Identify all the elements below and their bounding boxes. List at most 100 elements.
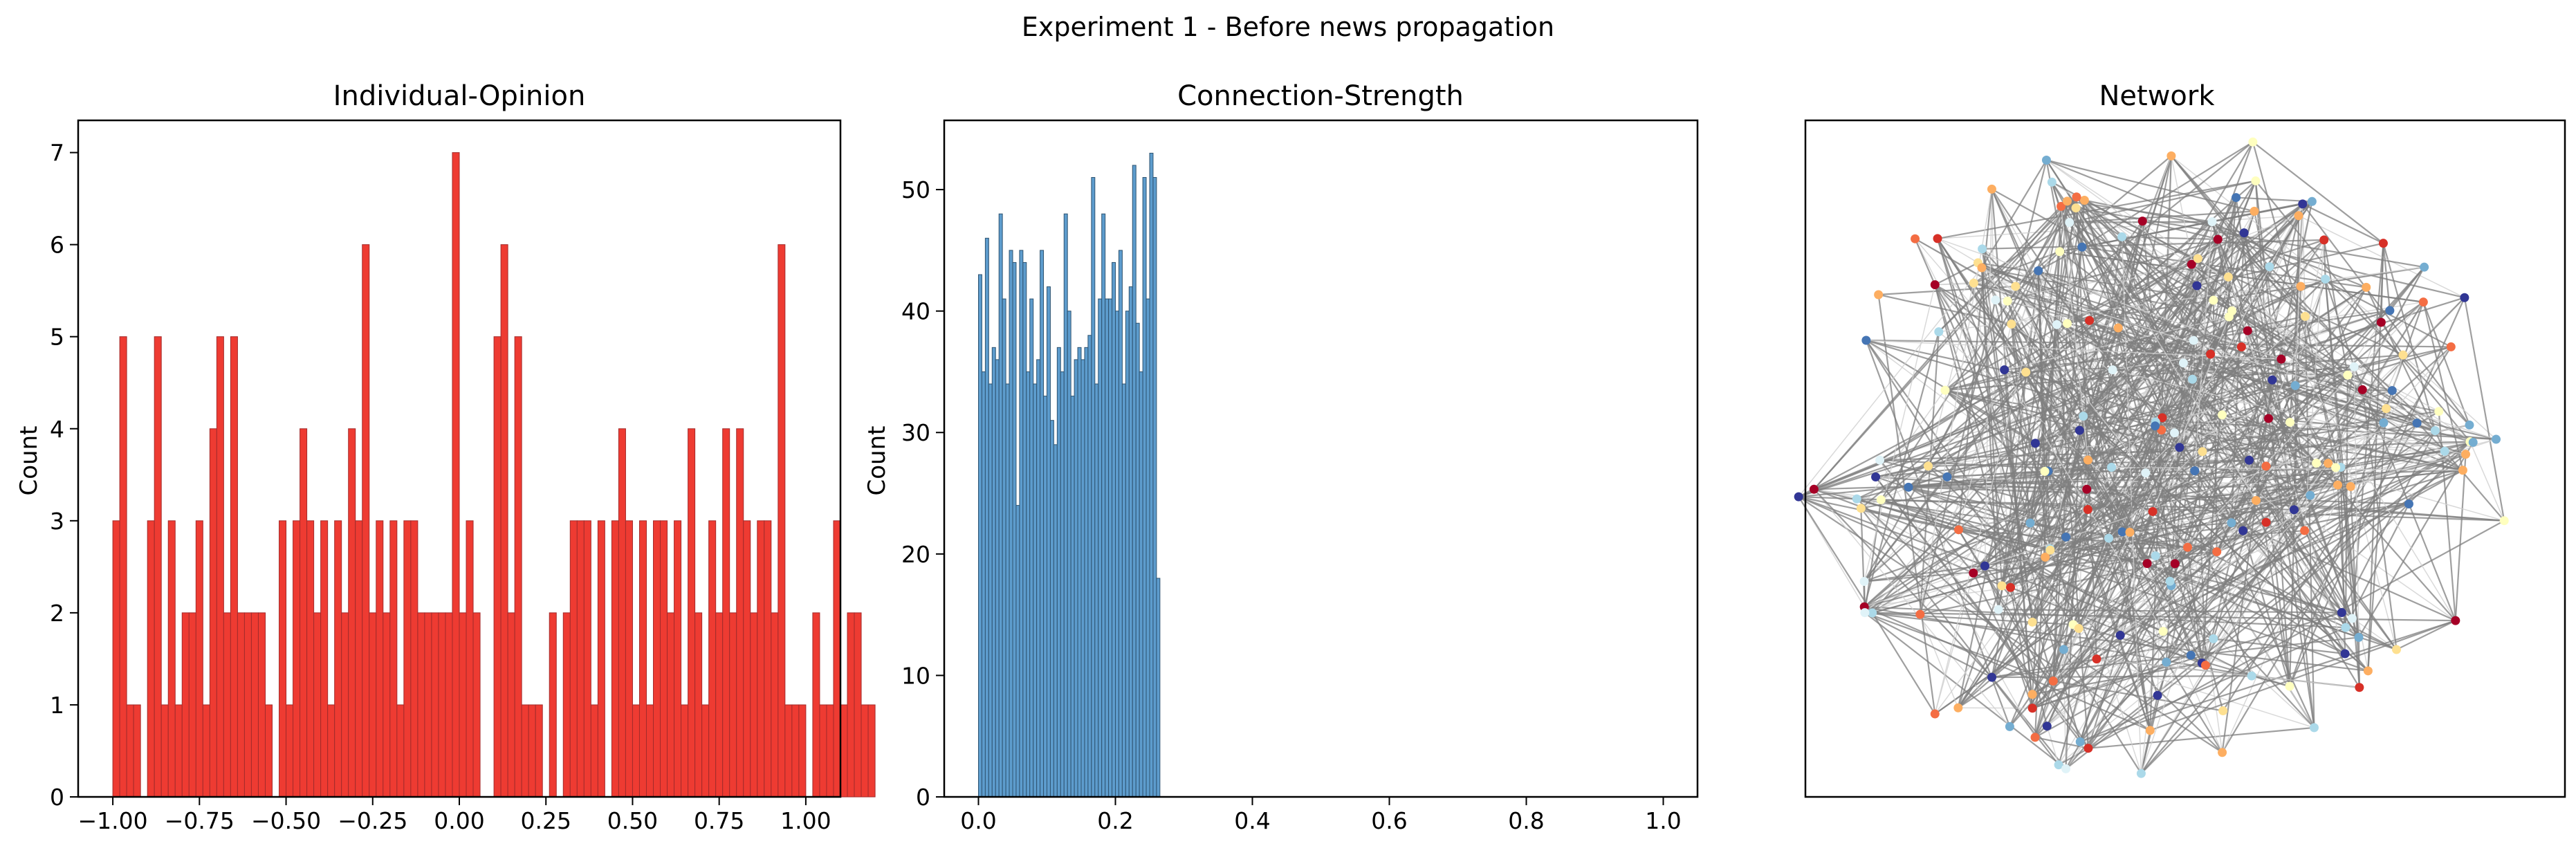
network-edge xyxy=(2052,302,2424,682)
histogram-bar xyxy=(632,704,640,798)
network-node xyxy=(2141,468,2151,478)
histogram-bar xyxy=(1019,250,1024,798)
panel-1-ticks: −1.00 −0.75 −0.50 −0.25 0.00 0.25 0.50 0.75 1.00… xyxy=(50,140,831,834)
panel-3-title: Network xyxy=(2099,80,2215,112)
network-node xyxy=(1978,244,1987,254)
network-node xyxy=(2061,764,2071,773)
network-node xyxy=(1911,234,1920,243)
y-tick-label: 6 xyxy=(50,232,64,259)
histogram-bar xyxy=(854,612,862,798)
histogram-bar xyxy=(1060,371,1065,798)
network-node xyxy=(2048,677,2058,686)
network-edge xyxy=(2382,243,2436,431)
histogram-bar xyxy=(995,359,1000,798)
network-edge xyxy=(1798,327,2119,498)
network-node xyxy=(2223,272,2233,282)
network-node xyxy=(2465,420,2474,430)
y-tick-label: 1 xyxy=(50,692,64,719)
network-edge xyxy=(2065,430,2081,769)
histogram-bar xyxy=(1152,177,1157,798)
network-node xyxy=(2378,239,2388,248)
histogram-bar xyxy=(1084,347,1089,798)
histogram-bar xyxy=(764,520,772,798)
histogram-bar xyxy=(984,237,989,798)
network-edge xyxy=(2402,354,2496,440)
network-edge xyxy=(2353,366,2456,621)
network-node xyxy=(2300,311,2310,321)
network-edge xyxy=(1866,339,2175,434)
panel-2-title: Connection-Strength xyxy=(1177,80,1464,112)
network-node xyxy=(2192,281,2202,291)
network-edge xyxy=(1864,606,2151,731)
network-edge xyxy=(1864,196,2077,582)
network-edge xyxy=(1864,284,1936,582)
histogram-bar xyxy=(320,520,329,798)
x-tick-label: 0.6 xyxy=(1371,807,1407,834)
network-edge xyxy=(2037,270,2346,654)
histogram-bar xyxy=(981,371,986,798)
network-edge xyxy=(2444,450,2505,522)
network-node xyxy=(2340,649,2350,659)
network-edge xyxy=(2029,471,2046,524)
network-node xyxy=(2363,666,2373,676)
network-node xyxy=(2151,551,2160,561)
network-edge xyxy=(1871,612,1936,715)
network-node xyxy=(2077,242,2087,252)
network-edge xyxy=(1958,528,2188,549)
network-edge xyxy=(2004,369,2164,632)
network-edge xyxy=(1881,499,2342,614)
network-node xyxy=(1856,504,1866,513)
network-node xyxy=(2170,428,2180,438)
network-edge xyxy=(2058,425,2156,765)
network-node xyxy=(2354,632,2364,642)
histogram-bar xyxy=(645,704,654,798)
histogram-bar xyxy=(396,704,405,798)
network-node xyxy=(2296,282,2306,291)
network-node xyxy=(2145,726,2155,735)
x-tick-label: −0.50 xyxy=(251,807,321,834)
network-node xyxy=(2190,466,2200,476)
network-node xyxy=(2468,437,2478,447)
histogram-bar xyxy=(112,520,120,798)
histogram-bar xyxy=(438,612,446,798)
y-tick-label: 10 xyxy=(901,662,930,689)
network-node xyxy=(2491,434,2501,444)
network-node xyxy=(2440,446,2449,456)
network-edge xyxy=(1864,612,2067,770)
network-node xyxy=(1915,609,1925,619)
x-tick-label: −1.00 xyxy=(78,807,148,834)
histogram-bar xyxy=(618,428,626,798)
y-tick-label: 30 xyxy=(901,419,930,446)
histogram-bar xyxy=(826,704,834,798)
histogram-bar xyxy=(715,612,724,798)
histogram-bar xyxy=(445,612,453,798)
network-nodes xyxy=(1794,137,2509,778)
network-edge xyxy=(1958,189,1993,530)
network-edge xyxy=(2140,730,2151,774)
network-edge xyxy=(2059,201,2312,252)
network-node xyxy=(2218,748,2227,757)
histogram-bar xyxy=(694,612,703,798)
network-edge xyxy=(2216,522,2232,553)
network-edge xyxy=(1814,488,1882,501)
panel-2-ylabel: Count xyxy=(863,426,891,496)
histogram-bar xyxy=(362,244,370,798)
x-tick-label: 1.00 xyxy=(780,807,831,834)
network-node xyxy=(2003,296,2012,306)
histogram-bar xyxy=(500,244,508,798)
histogram-bar xyxy=(376,520,384,798)
network-edge xyxy=(1866,340,2218,553)
network-node xyxy=(2162,657,2171,667)
network-edge xyxy=(1813,488,2010,727)
network-edge xyxy=(1973,250,2061,284)
network-edge xyxy=(2096,658,2315,728)
network-node xyxy=(2312,458,2321,468)
network-node xyxy=(1940,385,1950,395)
network-node xyxy=(2276,354,2286,364)
network-node xyxy=(2055,247,2065,257)
network-node xyxy=(2079,412,2088,421)
network-edge xyxy=(2217,239,2339,486)
network-edge xyxy=(1991,677,2067,770)
network-edge xyxy=(2187,547,2203,663)
network-node xyxy=(2239,228,2249,238)
